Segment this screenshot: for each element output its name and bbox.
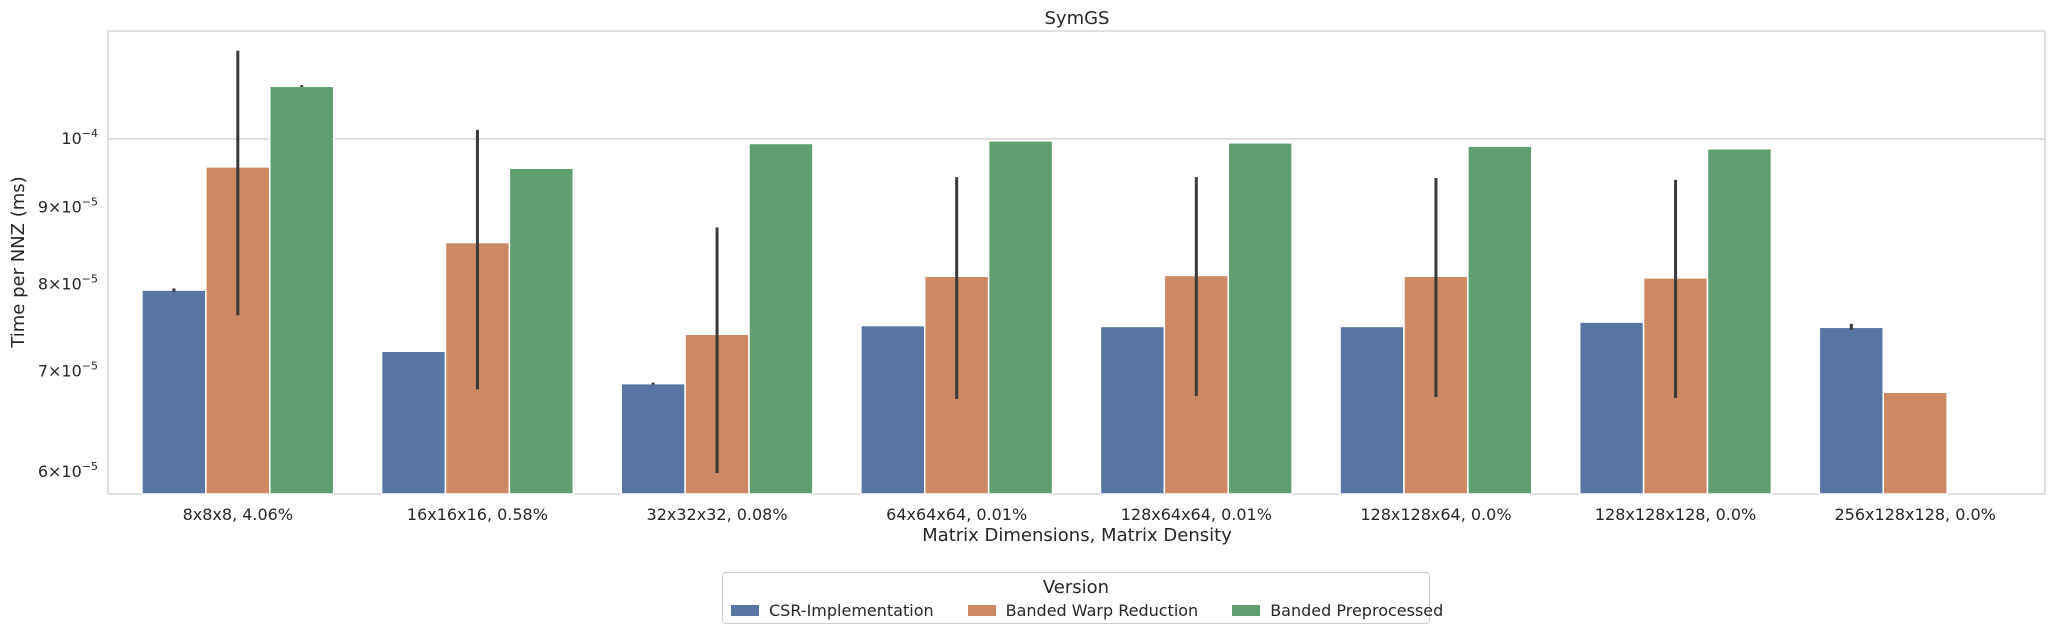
legend-label: Banded Preprocessed <box>1270 601 1444 620</box>
legend-label: Banded Warp Reduction <box>1005 601 1199 620</box>
bar <box>1227 142 1293 495</box>
bar <box>1882 391 1948 495</box>
legend-item: Banded Preprocessed <box>1232 601 1443 620</box>
chart-title: SymGS <box>1045 8 1110 29</box>
legend-swatch <box>967 605 996 616</box>
error-bars <box>172 50 1853 473</box>
bar <box>1818 326 1884 495</box>
bars <box>141 85 1948 495</box>
y-tick-labels: 6×10−5 7×10−5 8×10−5 9×10−5 10−4 <box>38 127 98 481</box>
x-tick-label: 128x128x128, 0.0% <box>1595 505 1756 524</box>
chart: SymGS 6×10−5 7×10−5 8×10−5 9×10−5 10−4 8x8x8… <box>8 8 2046 546</box>
bar <box>620 382 686 495</box>
bar <box>1339 325 1405 495</box>
x-tick-label: 32x32x32, 0.08% <box>647 505 788 524</box>
bar <box>860 324 926 495</box>
x-tick-label: 64x64x64, 0.01% <box>886 505 1027 524</box>
x-tick-label: 256x128x128, 0.0% <box>1835 505 1996 524</box>
bar <box>987 140 1054 495</box>
x-tick-label: 128x64x64, 0.01% <box>1121 505 1272 524</box>
bar <box>141 289 207 495</box>
legend-swatch <box>731 605 759 616</box>
bar <box>1706 147 1773 495</box>
legend: Version CSR-Implementation Banded Warp Re… <box>722 572 1443 624</box>
y-tick-label: 10−4 <box>61 127 98 148</box>
x-tick-label: 8x8x8, 4.06% <box>183 505 293 524</box>
legend-label: CSR-Implementation <box>769 601 934 620</box>
x-axis-label: Matrix Dimensions, Matrix Density <box>922 525 1232 546</box>
bar <box>1467 145 1533 495</box>
y-tick-label: 8×10−5 <box>38 272 98 293</box>
y-tick-label: 6×10−5 <box>38 460 98 481</box>
y-axis-label: Time per NNZ (ms) <box>8 176 29 348</box>
legend-item: CSR-Implementation <box>731 601 934 620</box>
x-tick-label: 16x16x16, 0.58% <box>407 505 548 524</box>
bar <box>1099 325 1166 495</box>
bar <box>1578 321 1645 495</box>
bar <box>269 85 335 495</box>
y-tick-label: 9×10−5 <box>38 196 98 217</box>
x-tick-labels: 8x8x8, 4.06% 16x16x16, 0.58% 32x32x32, 0.0… <box>183 505 1996 524</box>
bar <box>380 350 447 495</box>
bar <box>508 167 575 495</box>
legend-item: Banded Warp Reduction <box>967 601 1199 620</box>
legend-title: Version <box>1042 577 1110 598</box>
bar <box>748 142 814 495</box>
legend-items: CSR-Implementation Banded Warp Reduction B… <box>731 601 1443 620</box>
x-tick-label: 128x128x64, 0.0% <box>1360 505 1511 524</box>
y-tick-label: 7×10−5 <box>38 359 98 380</box>
legend-swatch <box>1232 605 1261 616</box>
